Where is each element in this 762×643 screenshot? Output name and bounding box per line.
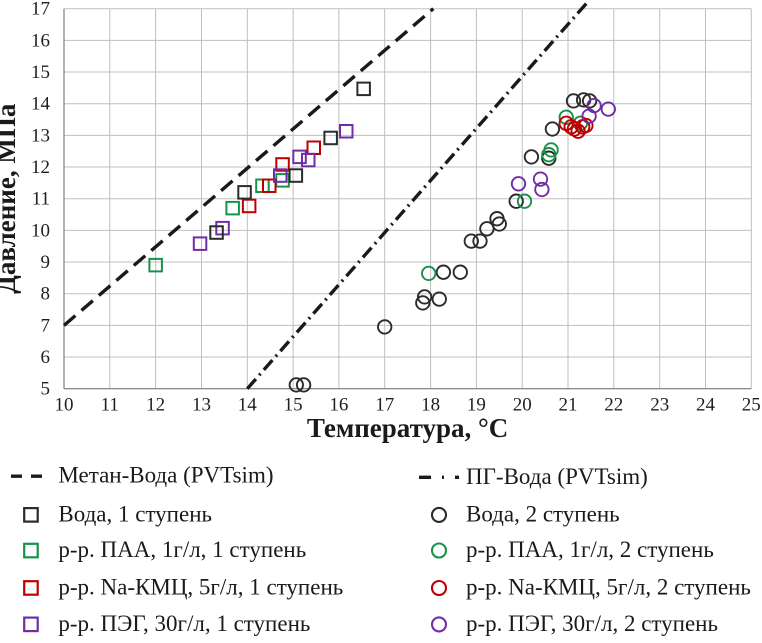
svg-text:Вода, 1 ступень: Вода, 1 ступень: [58, 501, 212, 526]
svg-text:22: 22: [604, 395, 623, 416]
svg-text:23: 23: [650, 395, 669, 416]
svg-text:17: 17: [31, 0, 50, 20]
svg-text:15: 15: [284, 395, 303, 416]
svg-text:13: 13: [31, 125, 50, 146]
svg-text:25: 25: [742, 395, 761, 416]
svg-text:Температура, °C: Температура, °C: [307, 413, 508, 443]
svg-text:р-р. ПАА, 1г/л, 2 ступень: р-р. ПАА, 1г/л, 2 ступень: [466, 537, 714, 562]
svg-text:8: 8: [41, 284, 51, 305]
svg-text:5: 5: [41, 379, 51, 400]
svg-text:р-р. ПАА, 1г/л, 1 ступень: р-р. ПАА, 1г/л, 1 ступень: [58, 537, 306, 562]
svg-text:9: 9: [41, 252, 51, 273]
svg-text:15: 15: [31, 62, 50, 83]
svg-text:14: 14: [238, 395, 258, 416]
svg-text:10: 10: [55, 395, 74, 416]
svg-text:р-р. ПЭГ, 30г/л, 2 ступень: р-р. ПЭГ, 30г/л, 2 ступень: [466, 611, 718, 636]
svg-text:20: 20: [513, 395, 532, 416]
svg-text:6: 6: [41, 347, 51, 368]
svg-text:Метан-Вода (PVTsim): Метан-Вода (PVTsim): [58, 463, 273, 488]
svg-text:11: 11: [101, 395, 119, 416]
svg-text:Вода, 2 ступень: Вода, 2 ступень: [466, 501, 620, 526]
svg-text:12: 12: [146, 395, 165, 416]
svg-text:24: 24: [696, 395, 716, 416]
svg-text:р-р. Na-КМЦ, 5г/л, 2 ступень: р-р. Na-КМЦ, 5г/л, 2 ступень: [466, 575, 751, 600]
svg-text:12: 12: [31, 157, 50, 178]
svg-text:р-р. Na-КМЦ, 5г/л, 1 ступень: р-р. Na-КМЦ, 5г/л, 1 ступень: [58, 575, 343, 600]
svg-text:Давление, МПа: Давление, МПа: [0, 103, 21, 294]
svg-text:16: 16: [31, 30, 50, 51]
svg-text:10: 10: [31, 220, 50, 241]
svg-text:ПГ-Вода (PVTsim): ПГ-Вода (PVTsim): [466, 464, 648, 489]
svg-text:р-р. ПЭГ, 30г/л, 1 ступень: р-р. ПЭГ, 30г/л, 1 ступень: [58, 611, 310, 636]
svg-text:14: 14: [31, 94, 51, 115]
svg-text:13: 13: [192, 395, 211, 416]
svg-text:21: 21: [559, 395, 578, 416]
svg-text:7: 7: [41, 315, 51, 336]
svg-text:11: 11: [32, 189, 50, 210]
